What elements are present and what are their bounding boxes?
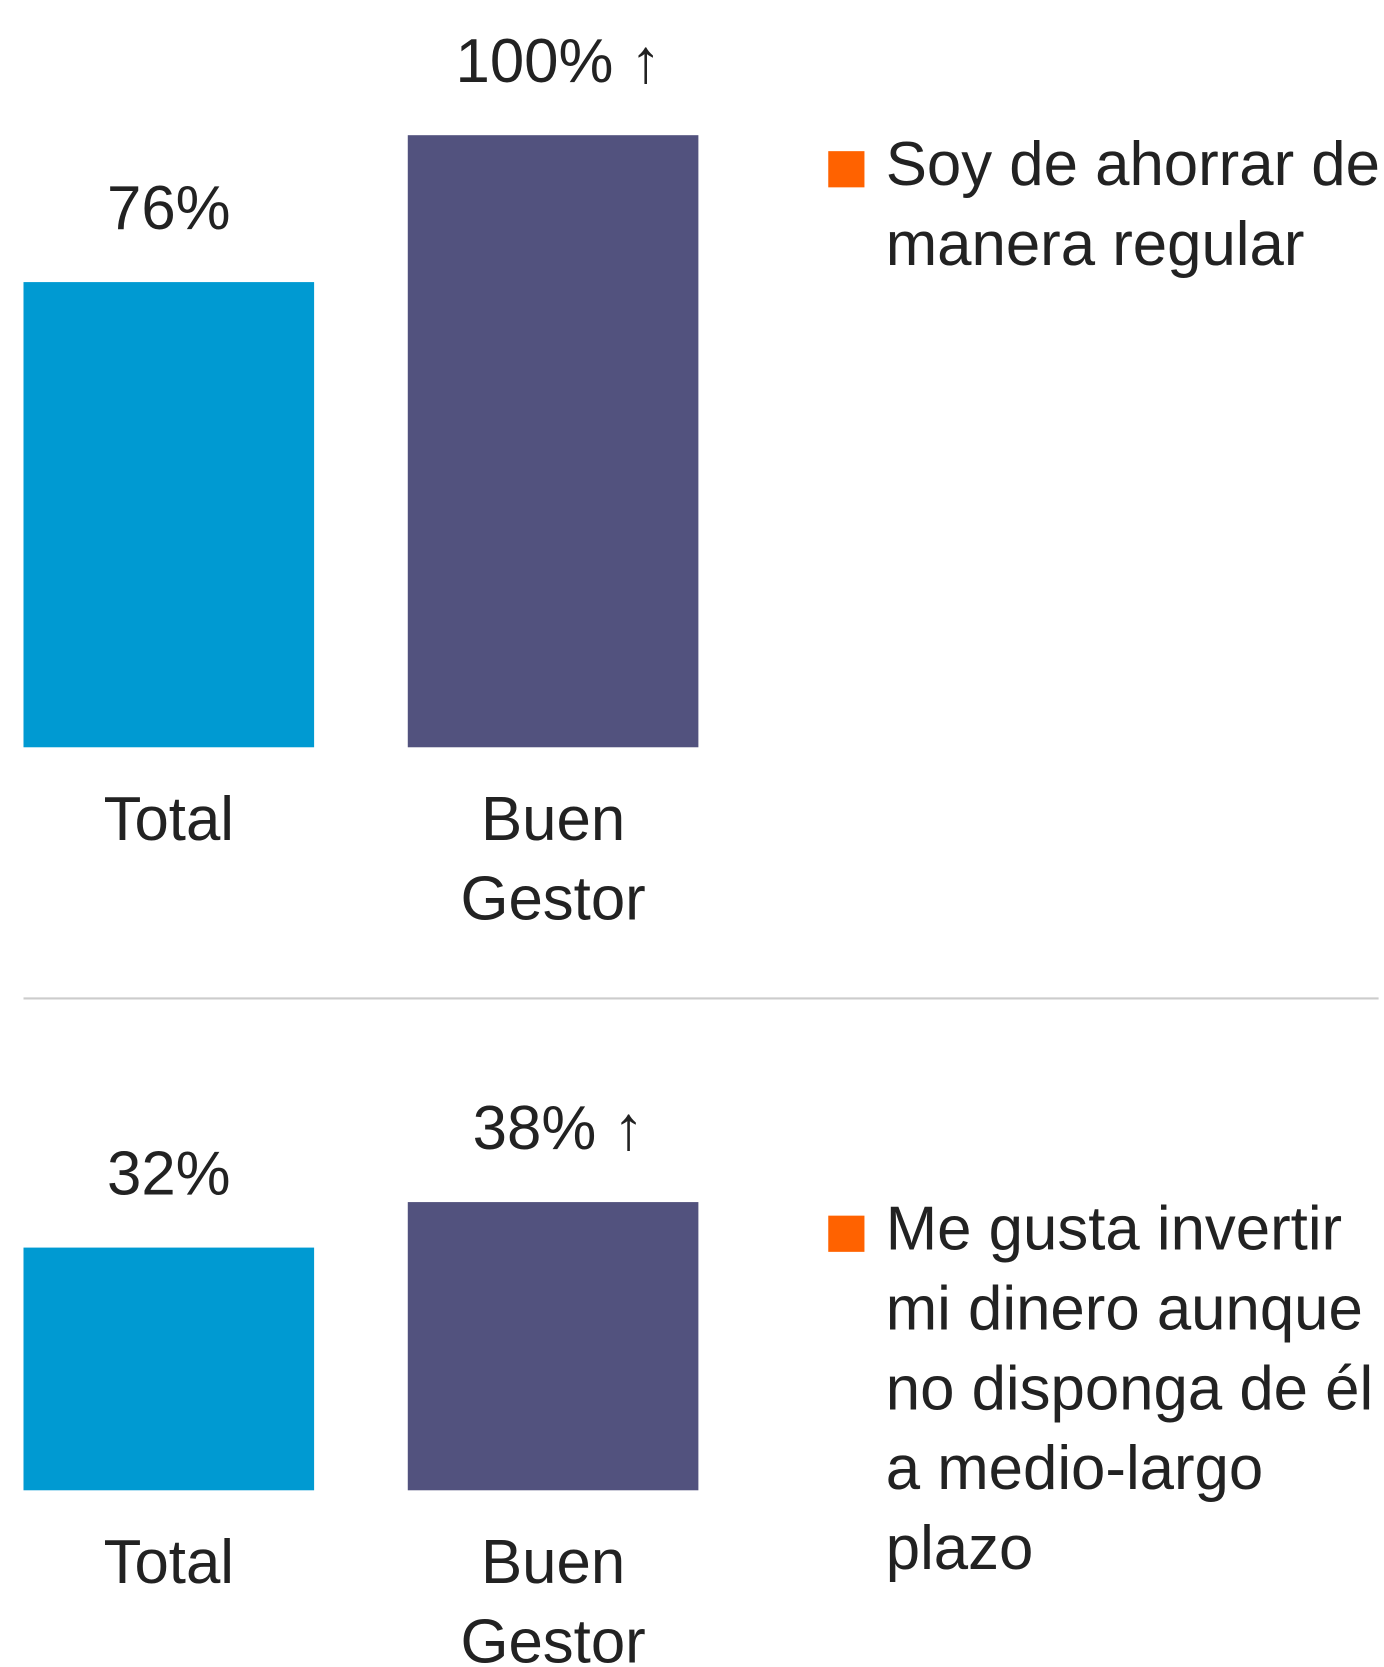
value-label: 38% [473, 1094, 597, 1163]
value-label-group: 38% ↑ [473, 1094, 644, 1163]
value-label: 76% [107, 174, 231, 243]
x-tick-label: Buen Gestor [460, 1527, 646, 1667]
x-label-box: Buen Gestor [460, 1527, 646, 1667]
value-label-group: 100% ↑ [455, 27, 661, 96]
legend-marker [828, 1215, 865, 1252]
legend-box: Me gusta invertir mi dinero aunque no di… [885, 1194, 1374, 1583]
bar [23, 282, 315, 748]
x-tick-label: Total [103, 1527, 235, 1597]
x-label-box: Total [103, 784, 235, 854]
value-label: 32% [107, 1139, 231, 1208]
x-tick-label: Total [103, 784, 235, 854]
legend-box: Soy de ahorrar de manera regular [885, 129, 1380, 279]
x-label-box: Total [103, 1527, 235, 1597]
legend-label: Soy de ahorrar de manera regular [885, 129, 1380, 279]
legend-label: Me gusta invertir mi dinero aunque no di… [885, 1194, 1374, 1583]
x-label-box: Buen Gestor [460, 784, 646, 934]
x-tick-label: Buen Gestor [460, 784, 646, 934]
bar [407, 135, 699, 748]
annotation: ↑ [630, 27, 661, 96]
bar [407, 1202, 699, 1491]
annotation: ↑ [613, 1094, 644, 1163]
legend-marker [828, 151, 865, 188]
bar [23, 1247, 315, 1491]
value-label: 100% [455, 27, 613, 96]
